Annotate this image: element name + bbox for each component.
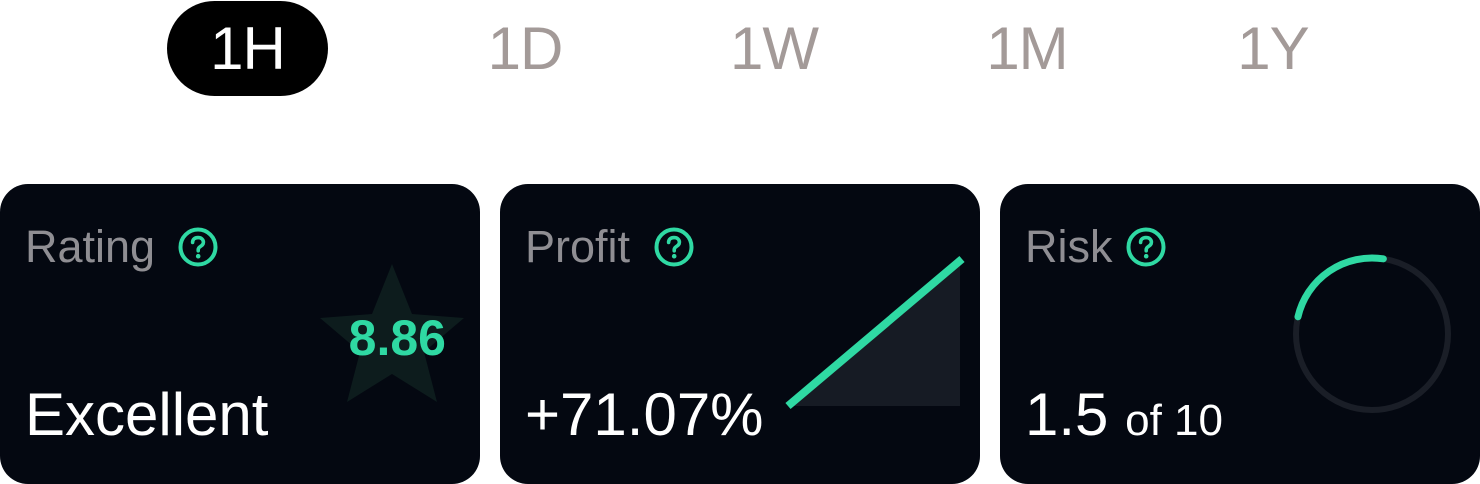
risk-gauge-arc [1294, 254, 1387, 321]
profit-title: Profit [525, 221, 631, 272]
tab-1m[interactable]: 1M [986, 15, 1068, 82]
profit-trend-line [785, 255, 965, 410]
rating-label: Excellent [25, 381, 269, 448]
star-icon [320, 264, 464, 402]
tab-1h[interactable]: 1H [167, 1, 328, 96]
risk-value: 1.5 [1025, 381, 1109, 448]
risk-scale: of 10 [1125, 396, 1223, 445]
rating-value: 8.86 [348, 310, 446, 366]
profit-trend-chart [785, 255, 965, 410]
risk-card: Risk 1.5 of 10 [1000, 184, 1480, 484]
rating-card: Rating 8.86 Excellent [0, 184, 480, 484]
help-icon[interactable] [654, 227, 694, 267]
tab-1d[interactable]: 1D [487, 15, 564, 82]
risk-score: 1.5 of 10 [1025, 383, 1223, 453]
help-icon[interactable] [1126, 227, 1166, 267]
rating-title: Rating [25, 221, 156, 272]
help-icon[interactable] [178, 227, 218, 267]
tab-1w[interactable]: 1W [730, 15, 819, 82]
period-tabs: 1H 1D 1W 1M 1Y [0, 0, 1480, 100]
tab-1y[interactable]: 1Y [1237, 15, 1309, 82]
profit-card: Profit +71.07% [500, 184, 980, 484]
profit-value: +71.07% [525, 381, 764, 448]
risk-title: Risk [1025, 221, 1113, 272]
risk-gauge [1293, 254, 1451, 413]
